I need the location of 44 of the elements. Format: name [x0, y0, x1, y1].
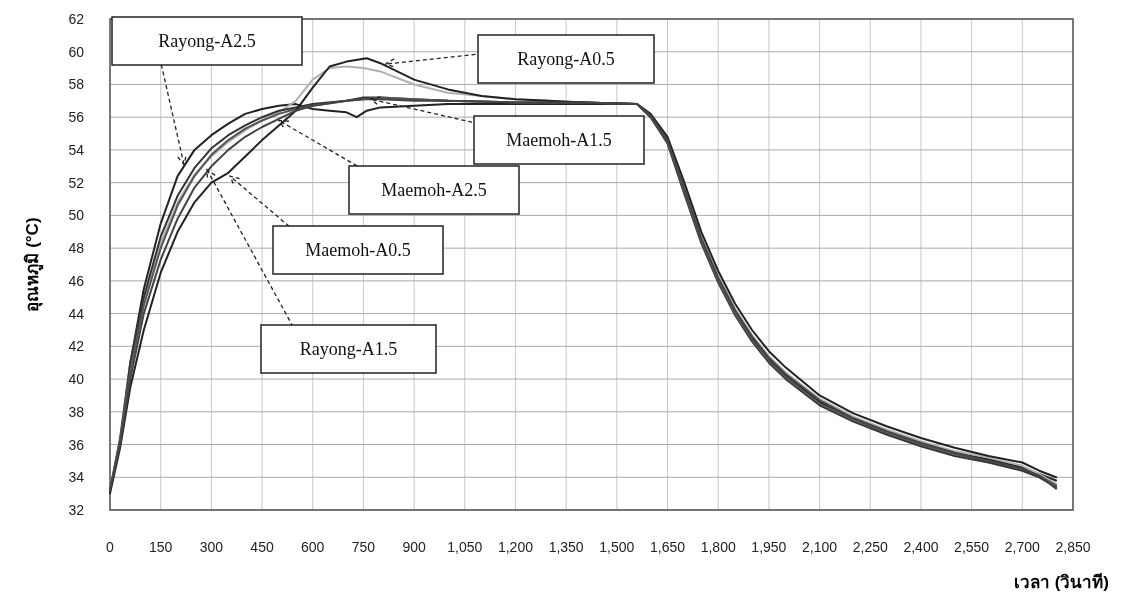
- x-tick-label: 1,500: [599, 539, 635, 555]
- y-tick-label: 48: [68, 240, 85, 257]
- y-tick-label: 38: [68, 403, 85, 420]
- x-tick-label: 150: [149, 539, 173, 555]
- y-tick-label: 32: [68, 502, 85, 518]
- y-tick-label: 58: [68, 76, 85, 93]
- y-tick-label: 52: [68, 174, 85, 191]
- y-tick-label: 44: [68, 305, 85, 322]
- x-tick-label: 2,550: [954, 539, 990, 555]
- y-tick-label: 50: [68, 207, 85, 224]
- x-tick-label: 1,200: [497, 539, 534, 555]
- y-tick-label: 40: [68, 371, 85, 388]
- x-tick-label: 750: [351, 539, 376, 555]
- annotation: Rayong-A2.5: [158, 31, 256, 51]
- x-tick-label: 2,250: [852, 539, 888, 555]
- y-tick-label: 34: [68, 469, 85, 486]
- y-tick-label: 60: [68, 43, 85, 60]
- annotation: Maemoh-A0.5: [305, 240, 411, 260]
- x-tick-label: 0: [106, 539, 115, 555]
- annotation: Rayong-A0.5: [517, 49, 615, 69]
- x-tick-label: 1,950: [751, 539, 787, 555]
- y-tick-label: 62: [68, 11, 85, 27]
- x-tick-label: 300: [199, 539, 224, 555]
- x-tick-label: 2,850: [1055, 539, 1091, 555]
- y-tick-label: 36: [68, 436, 85, 453]
- x-tick-label: 1,800: [700, 539, 736, 555]
- x-tick-label: 1,650: [650, 539, 686, 555]
- x-tick-label: 2,700: [1004, 539, 1041, 555]
- y-tick-label: 54: [68, 141, 85, 158]
- annotation: Maemoh-A2.5: [381, 180, 487, 200]
- y-tick-label: 42: [68, 338, 85, 355]
- annotation: Rayong-A1.5: [299, 339, 398, 359]
- annotation: Maemoh-A1.5: [506, 130, 612, 150]
- x-tick-label: 2,400: [903, 539, 939, 555]
- y-tick-label: 46: [68, 272, 85, 289]
- x-tick-label: 2,100: [802, 539, 838, 555]
- x-axis-title: เวลา (วินาที): [1013, 572, 1109, 592]
- y-axis-title: อุณหภูมิ (°C): [23, 217, 44, 312]
- x-tick-label: 1,050: [447, 539, 483, 555]
- x-tick-label: 450: [250, 539, 274, 555]
- y-tick-label: 56: [68, 109, 85, 126]
- x-tick-label: 600: [301, 539, 325, 555]
- x-tick-label: 900: [402, 539, 426, 555]
- x-tick-label: 1,350: [548, 539, 584, 555]
